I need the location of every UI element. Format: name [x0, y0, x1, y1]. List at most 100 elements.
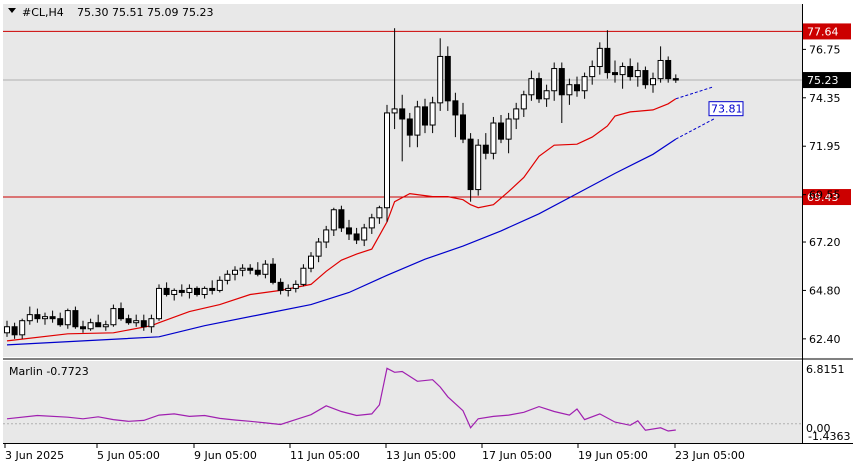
candle-body: [429, 102, 436, 126]
candle-body: [391, 108, 398, 114]
x-tick-label: 3 Jun 2025: [5, 449, 64, 462]
candle: [201, 286, 208, 299]
ma-fast-line: [6, 98, 677, 342]
candle-body: [482, 144, 489, 154]
level-label: 77.64: [807, 25, 839, 38]
candle: [422, 98, 428, 134]
y-tick-label: 69.55: [809, 189, 841, 202]
candle: [338, 205, 345, 232]
chart-menu-icon[interactable]: [8, 8, 16, 13]
candle: [543, 84, 550, 107]
candle-body: [361, 227, 368, 241]
candle: [596, 42, 603, 75]
candle: [232, 266, 238, 281]
candle-body: [475, 144, 482, 191]
candle-body: [634, 70, 641, 78]
candle: [574, 76, 580, 97]
candle: [528, 70, 535, 101]
candle-body: [657, 59, 664, 80]
candle: [254, 262, 261, 277]
candle-body: [110, 308, 117, 326]
candle-body: [505, 118, 512, 140]
candle: [536, 72, 542, 103]
candle-body: [64, 310, 71, 326]
candle: [346, 219, 352, 241]
candle-body: [536, 78, 542, 100]
symbol-label: #CL,H4: [22, 6, 64, 19]
candle-body: [406, 118, 413, 136]
candle: [657, 46, 664, 83]
ohlc-readout: 75.30 75.51 75.09 75.23: [77, 6, 213, 19]
candle-body: [163, 287, 170, 295]
candle: [308, 252, 314, 273]
candle: [34, 308, 41, 323]
oscillator-max-label: 6.8151: [806, 363, 845, 376]
candle: [224, 270, 231, 285]
candle: [11, 322, 18, 339]
y-tick-label: 64.80: [809, 284, 841, 297]
candle: [665, 56, 672, 83]
candle-body: [300, 267, 307, 285]
candle-body: [57, 318, 64, 326]
x-tick-label: 23 Jun 05:00: [675, 449, 745, 462]
candle-body: [642, 70, 649, 86]
oscillator-line: [6, 367, 676, 432]
candle: [551, 62, 558, 101]
candle: [589, 60, 596, 85]
candle-body: [232, 269, 238, 275]
candle-body: [574, 84, 580, 92]
candle: [64, 308, 71, 329]
candle: [376, 205, 383, 224]
candle: [133, 314, 140, 327]
candle-body: [42, 316, 48, 320]
candle: [163, 282, 170, 297]
candle: [498, 114, 504, 144]
candle-body: [26, 314, 33, 322]
candle-body: [118, 308, 124, 320]
candle-body: [665, 59, 672, 80]
candle: [361, 223, 368, 247]
candle: [102, 320, 109, 331]
candle-body: [513, 108, 520, 120]
oscillator-panel-bg: [3, 361, 802, 443]
candle: [262, 260, 269, 279]
candle-body: [558, 68, 565, 96]
candle-body: [11, 326, 18, 336]
candle: [118, 302, 124, 321]
candle-body: [102, 324, 109, 328]
candle: [437, 38, 444, 111]
candle: [57, 312, 64, 327]
candle-body: [353, 233, 360, 241]
candle-body: [224, 273, 231, 281]
candle-body: [589, 66, 596, 78]
x-tick-label: 19 Jun 05:00: [578, 449, 648, 462]
candle-body: [399, 108, 406, 120]
candle-body: [308, 255, 314, 269]
candle: [490, 116, 497, 160]
candle: [414, 100, 421, 148]
candle-body: [596, 47, 603, 68]
candle-body: [384, 112, 390, 209]
current-price-label: 75.23: [807, 74, 839, 87]
candle-body: [422, 106, 428, 126]
candle: [4, 320, 10, 337]
candle-body: [209, 287, 216, 291]
current-price-tag: [803, 72, 851, 89]
candle-body: [186, 287, 193, 293]
candle: [72, 306, 79, 329]
candle-body: [566, 84, 573, 96]
candle-body: [270, 263, 276, 283]
candle: [148, 314, 155, 333]
oscillator-zero-label: 0.00: [806, 422, 831, 435]
candle: [171, 288, 178, 301]
candle-body: [239, 267, 246, 271]
candle: [672, 74, 679, 83]
candle: [87, 318, 94, 331]
candle: [26, 306, 33, 325]
candle: [581, 72, 588, 99]
candle-body: [551, 68, 558, 92]
candle: [642, 66, 649, 89]
candle: [270, 258, 276, 285]
candle-body: [376, 207, 383, 219]
